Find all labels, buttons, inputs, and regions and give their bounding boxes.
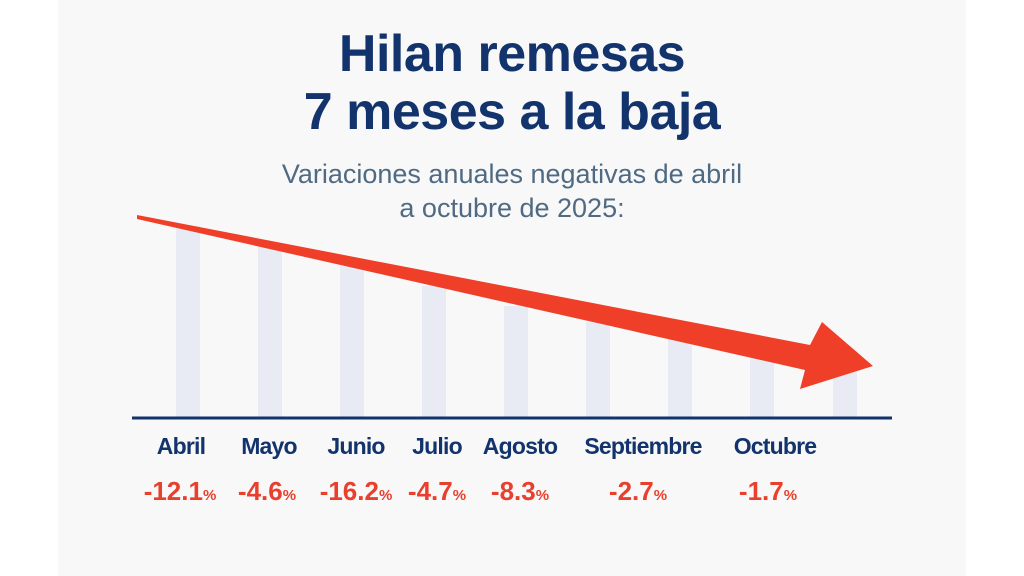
title-line-1: Hilan remesas (338, 25, 686, 83)
value-label: -1.7% (739, 476, 797, 506)
category-label: Mayo (241, 433, 297, 459)
subtitle-line-2: a octubre de 2025: (399, 193, 625, 223)
bar (750, 354, 774, 418)
bar (833, 370, 857, 418)
bars-group (176, 226, 857, 418)
bar (176, 226, 200, 418)
bar (340, 266, 364, 418)
bar (258, 246, 282, 418)
category-label: Agosto (483, 433, 558, 459)
bar (668, 338, 692, 418)
bar (504, 306, 528, 418)
category-label: Octubre (734, 433, 817, 459)
subtitle-line-1: Variaciones anuales negativas de abril (281, 159, 743, 189)
title-line-2: 7 meses a la baja (303, 83, 721, 141)
bar (586, 322, 610, 418)
value-label: -8.3% (491, 476, 549, 506)
value-label: -4.7% (408, 476, 466, 506)
value-label: -4.6% (238, 476, 296, 506)
category-label: Junio (327, 433, 385, 459)
category-label: Septiembre (584, 433, 701, 459)
category-label: Abril (157, 433, 205, 459)
trend-arrow (137, 215, 873, 389)
value-label: -2.7% (609, 476, 667, 506)
value-label: -16.2% (320, 476, 393, 506)
value-label: -12.1% (144, 476, 217, 506)
labels-group: Abril Mayo Junio Julio Agosto Septiembre Octub… (144, 433, 817, 506)
category-label: Julio (412, 433, 462, 459)
bar (422, 286, 446, 418)
